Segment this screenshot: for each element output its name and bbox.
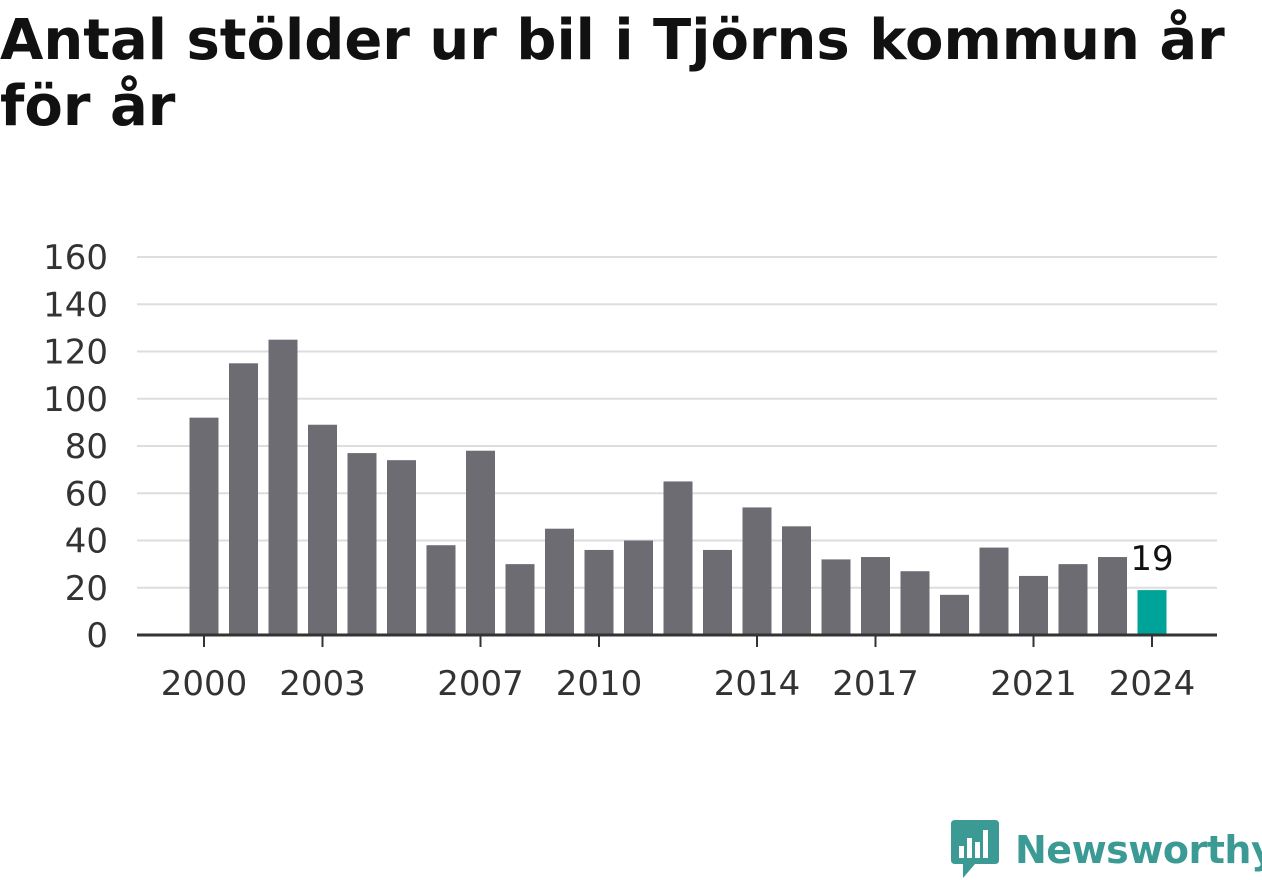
- x-tick-label: 2000: [161, 664, 248, 704]
- bar: [861, 557, 890, 635]
- x-tick-label: 2003: [279, 664, 366, 704]
- y-tick-label: 20: [65, 569, 108, 609]
- brand-name: Newsworthy: [1015, 828, 1262, 872]
- y-tick-label: 160: [43, 238, 108, 278]
- x-tick-label: 2010: [556, 664, 643, 704]
- bar: [979, 547, 1009, 635]
- chart-title: Antal stölder ur bil i Tjörns kommun år …: [0, 8, 1225, 139]
- bar: [584, 549, 614, 635]
- bar: [229, 363, 258, 635]
- bar: [1019, 575, 1048, 635]
- bar: [782, 526, 811, 635]
- y-tick-label: 120: [43, 333, 108, 373]
- bar: [268, 339, 298, 635]
- x-tick-label: 2021: [990, 664, 1077, 704]
- y-tick-label: 140: [43, 285, 108, 325]
- bar: [308, 424, 337, 635]
- bar: [1098, 557, 1127, 635]
- y-tick-label: 100: [43, 380, 108, 420]
- bar: [466, 450, 495, 635]
- y-tick-label: 80: [65, 427, 108, 467]
- newsworthy-logo-icon: [951, 820, 999, 878]
- x-tick-label: 2007: [437, 664, 524, 704]
- bar: [703, 549, 732, 635]
- bar: [1058, 564, 1088, 635]
- x-tick-label: 2014: [714, 664, 801, 704]
- newsworthy-logo[interactable]: Newsworthy: [951, 820, 1262, 880]
- data-label: 19: [1130, 539, 1173, 579]
- bar: [426, 545, 456, 635]
- bar: [900, 571, 930, 635]
- y-tick-label: 40: [65, 522, 108, 562]
- bar: [624, 540, 653, 635]
- bar: [940, 594, 969, 635]
- bar: [742, 507, 772, 635]
- bar: [1137, 590, 1167, 635]
- y-tick-label: 60: [65, 474, 108, 514]
- x-tick-label: 2017: [832, 664, 919, 704]
- bar: [347, 453, 377, 635]
- bar: [545, 528, 574, 635]
- y-tick-label: 0: [86, 616, 108, 656]
- bar: [663, 481, 693, 635]
- bar: [387, 460, 416, 635]
- bar: [505, 564, 535, 635]
- bar: [821, 559, 851, 635]
- x-tick-label: 2024: [1109, 664, 1196, 704]
- bar: [189, 417, 219, 635]
